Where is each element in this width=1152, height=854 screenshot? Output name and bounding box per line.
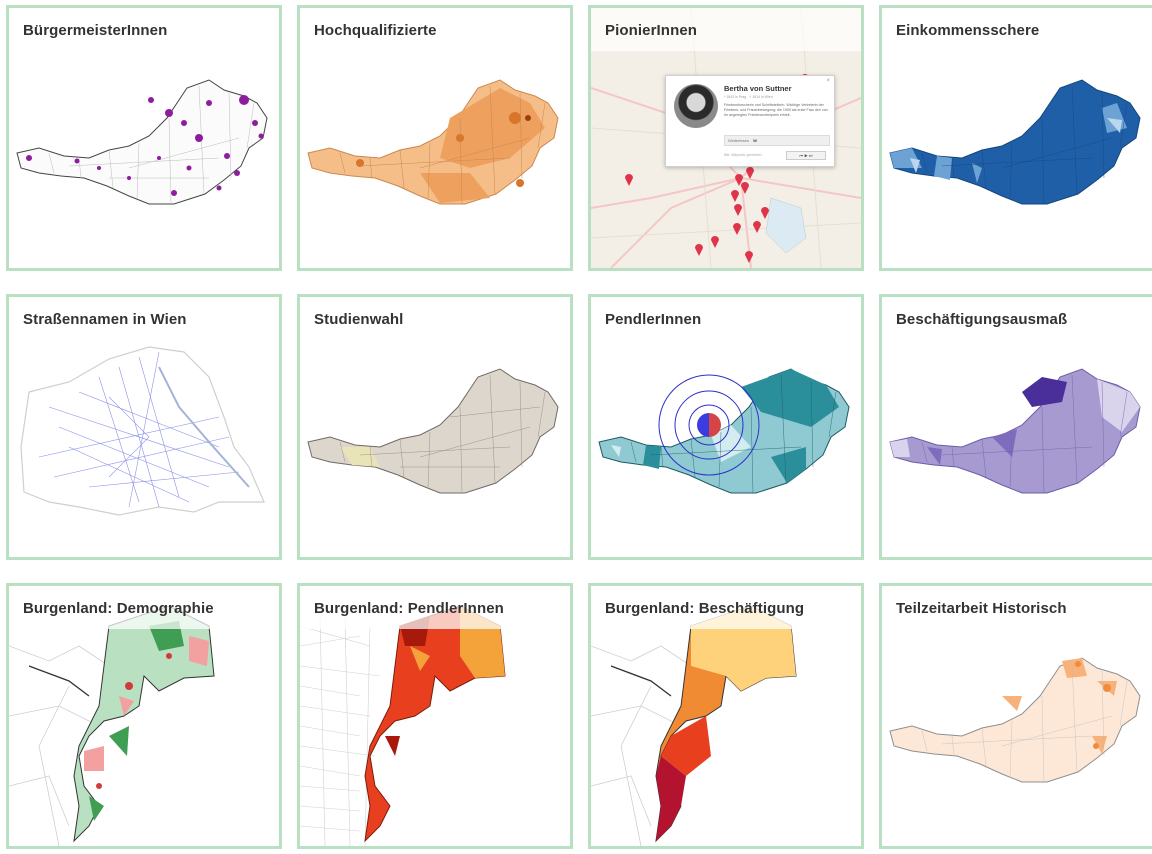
card-title: Studienwahl [314,311,404,328]
card-title: Einkommensschere [896,22,1040,39]
card-title: PendlerInnen [605,311,702,328]
card-hochqualifizierte[interactable]: Hochqualifizierte [297,5,573,271]
card-title: Burgenland: Beschäftigung [591,586,804,629]
card-burgenland-pendlerinnen[interactable]: Burgenland: PendlerInnen [297,583,573,849]
card-buergermeisterinnen[interactable]: BürgermeisterInnen [6,5,282,271]
card-title: BürgermeisterInnen [23,22,168,39]
card-title: PionierInnen [591,8,861,51]
popup-dates: * 1843 in Prag · † 1914 in Wien [724,95,773,99]
card-strassennamen-wien[interactable]: Straßennamen in Wien [6,294,282,560]
card-burgenland-beschaeftigung[interactable]: Burgenland: Beschäftigung [588,583,864,849]
card-title: Straßennamen in Wien [23,311,187,328]
austria-map-study-choice [307,368,559,494]
austria-map-mayors [16,79,268,205]
popup-source: Bild: Wikipedia, gemeinfrei [724,153,762,157]
popup-more-label: Weiterlesen [728,138,750,143]
card-title: Teilzeitarbeit Historisch [896,600,1067,617]
austria-map-employment-extent [889,368,1141,494]
card-burgenland-demographie[interactable]: Burgenland: Demographie [6,583,282,849]
card-einkommensschere[interactable]: Einkommensschere [879,5,1152,271]
card-beschaeftigungsausmass[interactable]: Beschäftigungsausmaß [879,294,1152,560]
card-title: Burgenland: Demographie [9,586,217,629]
vienna-streets-map [20,346,265,516]
card-pendlerinnen[interactable]: PendlerInnen [588,294,864,560]
card-title: Hochqualifizierte [314,22,437,39]
popup-nav-controls[interactable]: ⏮ ▶ ⏭ [786,151,826,160]
portrait-image [674,84,718,128]
card-studienwahl[interactable]: Studienwahl [297,294,573,560]
card-title: Beschäftigungsausmaß [896,311,1068,328]
austria-map-highly-qualified [307,79,559,205]
popup-name: Bertha von Suttner [724,84,792,93]
card-pionierinnen[interactable]: PionierInnen [588,5,864,271]
austria-map-parttime-history [889,657,1141,783]
popup-more-button[interactable]: Weiterlesen W [724,135,830,146]
popup-description: Friedensforscherin und Schriftstellerin.… [724,103,828,117]
burgenland-map-demography [9,605,215,846]
play-icon[interactable]: ▶ [804,153,808,158]
close-icon[interactable]: × [826,78,830,84]
card-teilzeitarbeit-historisch[interactable]: Teilzeitarbeit Historisch [879,583,1152,849]
last-icon[interactable]: ⏭ [808,153,813,158]
austria-map-commuters [598,368,850,494]
austria-map-income-gap [889,79,1141,205]
card-title: Burgenland: PendlerInnen [300,586,516,629]
wikipedia-icon: W [753,138,757,143]
first-icon[interactable]: ⏮ [799,153,804,158]
person-popup[interactable]: Bertha von Suttner * 1843 in Prag · † 19… [665,75,835,167]
